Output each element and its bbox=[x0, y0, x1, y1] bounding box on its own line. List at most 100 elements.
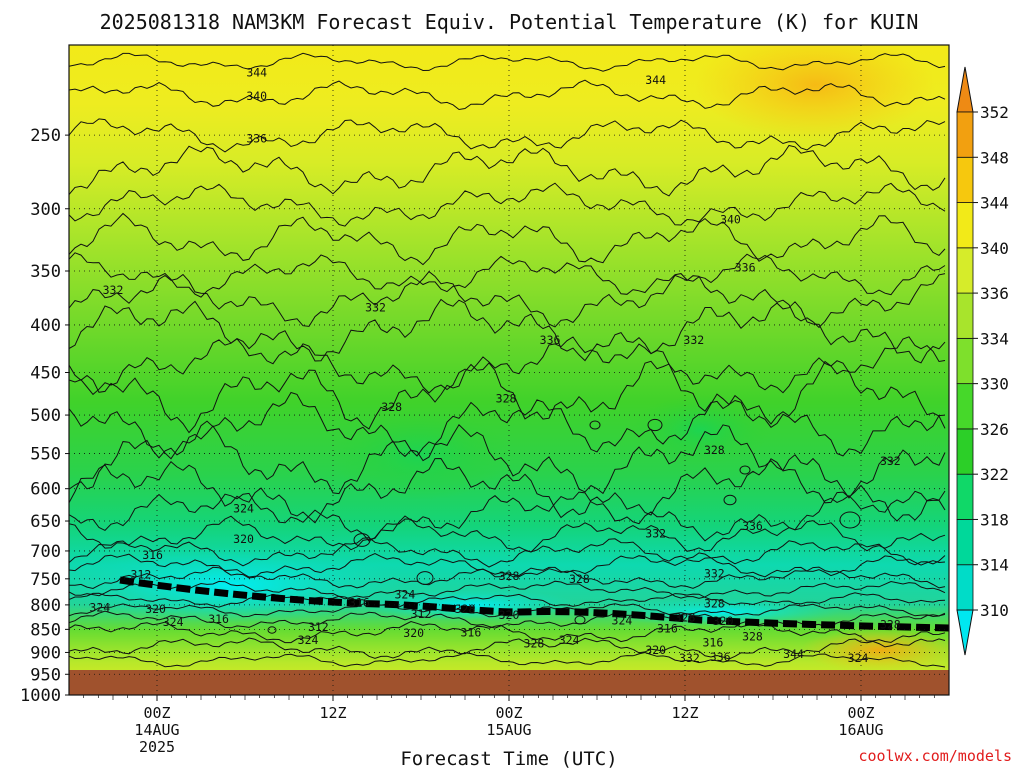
contour-label: 312 bbox=[411, 607, 432, 621]
contour-label-text: 340 bbox=[246, 89, 267, 103]
contour-label: 332 bbox=[683, 333, 704, 347]
y-tick-label: 350 bbox=[30, 262, 61, 282]
contour-label-text: 332 bbox=[679, 651, 700, 665]
contour-label-text: 336 bbox=[742, 519, 763, 533]
contour-label: 344 bbox=[645, 73, 666, 87]
contour-line bbox=[69, 637, 946, 660]
colorbar-label: 310 bbox=[980, 601, 1009, 620]
contour-label-text: 320 bbox=[233, 532, 254, 546]
colorbar-segment bbox=[956, 564, 974, 611]
contour-label-text: 324 bbox=[394, 588, 415, 602]
contour-label: 324 bbox=[848, 651, 869, 665]
x-tick-label: 12Z bbox=[671, 704, 698, 722]
contour-label: 316 bbox=[460, 626, 481, 640]
contour-label: 344 bbox=[783, 647, 804, 661]
contour-label: 340 bbox=[720, 212, 741, 226]
contour-label-text: 344 bbox=[645, 73, 666, 87]
contour-label-text: 316 bbox=[460, 626, 481, 640]
colorbar-top-triangle bbox=[956, 66, 974, 113]
contour-lines bbox=[69, 52, 949, 668]
contour-label: 340 bbox=[246, 89, 267, 103]
colorbar-segment bbox=[956, 337, 974, 385]
x-tick-label: 12Z bbox=[319, 704, 346, 722]
contour-cell bbox=[739, 465, 751, 475]
contour-label-text: 332 bbox=[880, 454, 901, 468]
contour-label-text: 328 bbox=[704, 596, 725, 610]
contour-label: 332 bbox=[679, 651, 700, 665]
inversion-band bbox=[119, 576, 949, 632]
contour-line bbox=[69, 620, 946, 644]
contour-cell bbox=[647, 418, 663, 432]
contour-line bbox=[69, 515, 946, 553]
colorbar-label: 340 bbox=[980, 239, 1009, 258]
contour-label: 332 bbox=[704, 566, 725, 580]
colorbar: 310 314 318 322 326 330 334 336 340 344 348 352 bbox=[956, 66, 1009, 656]
contour-label: 328 bbox=[675, 610, 696, 624]
contour-label-text: 332 bbox=[645, 526, 666, 540]
moist-region-2 bbox=[630, 395, 770, 465]
contour-label: 328 bbox=[524, 636, 545, 650]
contour-label-text: 316 bbox=[702, 635, 723, 649]
below-ground bbox=[69, 670, 949, 695]
y-tick-label: 650 bbox=[30, 512, 61, 532]
contour-label: 320 bbox=[145, 602, 166, 616]
contour-cell bbox=[589, 420, 601, 430]
contour-label: 324 bbox=[559, 633, 580, 647]
contour-label-text: 340 bbox=[720, 212, 741, 226]
colorbar-segment bbox=[956, 111, 974, 158]
contour-line bbox=[69, 490, 946, 542]
contour-line bbox=[69, 270, 946, 329]
contour-label-text: 328 bbox=[675, 610, 696, 624]
contour-label: 336 bbox=[246, 131, 267, 145]
contour-line bbox=[69, 79, 946, 111]
contour-line bbox=[69, 391, 946, 460]
chart-title: 2025081318 NAM3KM Forecast Equiv. Potent… bbox=[100, 10, 919, 34]
contour-line bbox=[69, 580, 946, 600]
contour-cell bbox=[723, 494, 737, 506]
colorbar-label: 318 bbox=[980, 510, 1009, 529]
y-tick-label: 400 bbox=[30, 316, 61, 336]
contour-label-text: 316 bbox=[142, 548, 163, 562]
contour-label-text: 328 bbox=[524, 636, 545, 650]
contour-label-text: 316 bbox=[349, 595, 370, 609]
contour-label-text: 324 bbox=[89, 600, 110, 614]
contour-label-text: 336 bbox=[246, 131, 267, 145]
contour-label: 320 bbox=[713, 614, 734, 628]
contour-label: 316 bbox=[702, 635, 723, 649]
contour-label: 328 bbox=[880, 618, 901, 632]
colorbar-segment bbox=[956, 519, 974, 566]
contour-label: 344 bbox=[246, 65, 267, 79]
contour-label: 324 bbox=[163, 615, 184, 629]
contour-label-text: 336 bbox=[710, 650, 731, 664]
colorbar-segment bbox=[956, 428, 974, 475]
y-tick-label: 450 bbox=[30, 364, 61, 384]
contour-label: 332 bbox=[880, 454, 901, 468]
x-tick-label: 00Z bbox=[143, 704, 170, 722]
y-tick-label: 300 bbox=[30, 200, 61, 220]
contour-line bbox=[69, 52, 946, 72]
colorbar-label: 322 bbox=[980, 465, 1009, 484]
colorbar-segment bbox=[956, 383, 974, 430]
contour-label-text: 324 bbox=[233, 501, 254, 515]
contour-label: 328 bbox=[704, 596, 725, 610]
contour-label-text: 316 bbox=[657, 621, 678, 635]
contour-cell bbox=[353, 533, 371, 547]
contour-label-text: 320 bbox=[145, 602, 166, 616]
contour-label: 316 bbox=[208, 612, 229, 626]
moist-region-1 bbox=[330, 410, 510, 500]
contour-label: 328 bbox=[704, 443, 725, 457]
contour-line bbox=[69, 252, 946, 298]
warm-region-upper bbox=[695, 45, 935, 140]
contour-label: 332 bbox=[365, 300, 386, 314]
contour-label-text: 320 bbox=[403, 626, 424, 640]
x-tick-label: 00Z bbox=[847, 704, 874, 722]
contour-label-text: 320 bbox=[499, 608, 520, 622]
colorbar-label: 348 bbox=[980, 148, 1009, 167]
contour-line bbox=[69, 144, 946, 197]
colorbar-label: 334 bbox=[980, 329, 1009, 348]
contour-label: 320 bbox=[233, 532, 254, 546]
contour-label: 328 bbox=[742, 629, 763, 643]
contour-line bbox=[69, 360, 946, 434]
